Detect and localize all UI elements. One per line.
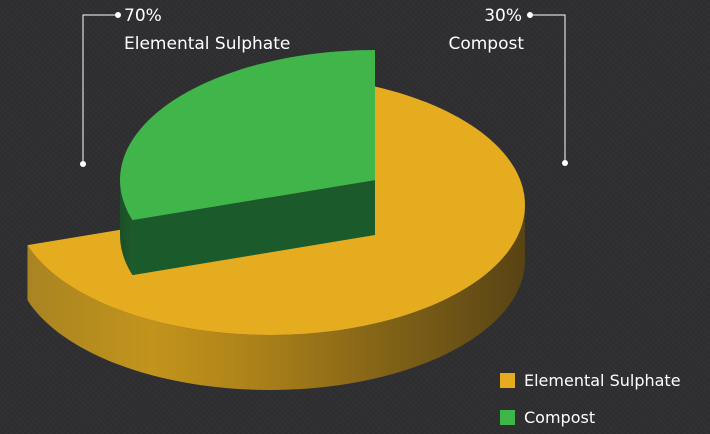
callout-end-dot-elemental-sulphate: [115, 12, 121, 18]
legend-item-compost: Compost: [500, 407, 705, 427]
legend: Elemental Sulphate Compost: [500, 370, 705, 434]
legend-swatch-elemental-sulphate: [500, 372, 515, 388]
legend-label-compost: Compost: [524, 407, 596, 427]
callout-dot-compost: [562, 160, 568, 166]
legend-swatch-compost: [500, 409, 515, 425]
pie-slice-top-compost: [120, 50, 375, 221]
callout-elemental-sulphate: 70% Elemental Sulphate: [80, 6, 290, 167]
data-label-category-elemental-sulphate: Elemental Sulphate: [124, 34, 290, 54]
callout-compost: 30% Compost: [448, 6, 568, 166]
callout-line-compost: [530, 14, 566, 163]
data-label-value-compost: 30%: [484, 6, 522, 26]
pie-slice-side-compost: [120, 180, 133, 276]
legend-item-elemental-sulphate: Elemental Sulphate: [500, 370, 705, 390]
legend-label-elemental-sulphate: Elemental Sulphate: [524, 370, 681, 390]
pie-slice-side-elemental-sulphate: [27, 205, 525, 390]
pie-slice-compost: [120, 50, 375, 276]
data-label-value-elemental-sulphate: 70%: [124, 6, 162, 26]
callout-dot-elemental-sulphate: [80, 161, 86, 167]
pie-slice-wall-compost: [132, 180, 375, 276]
callout-end-dot-compost: [527, 12, 533, 18]
data-label-category-compost: Compost: [448, 34, 524, 54]
callout-line-elemental-sulphate: [82, 14, 118, 164]
